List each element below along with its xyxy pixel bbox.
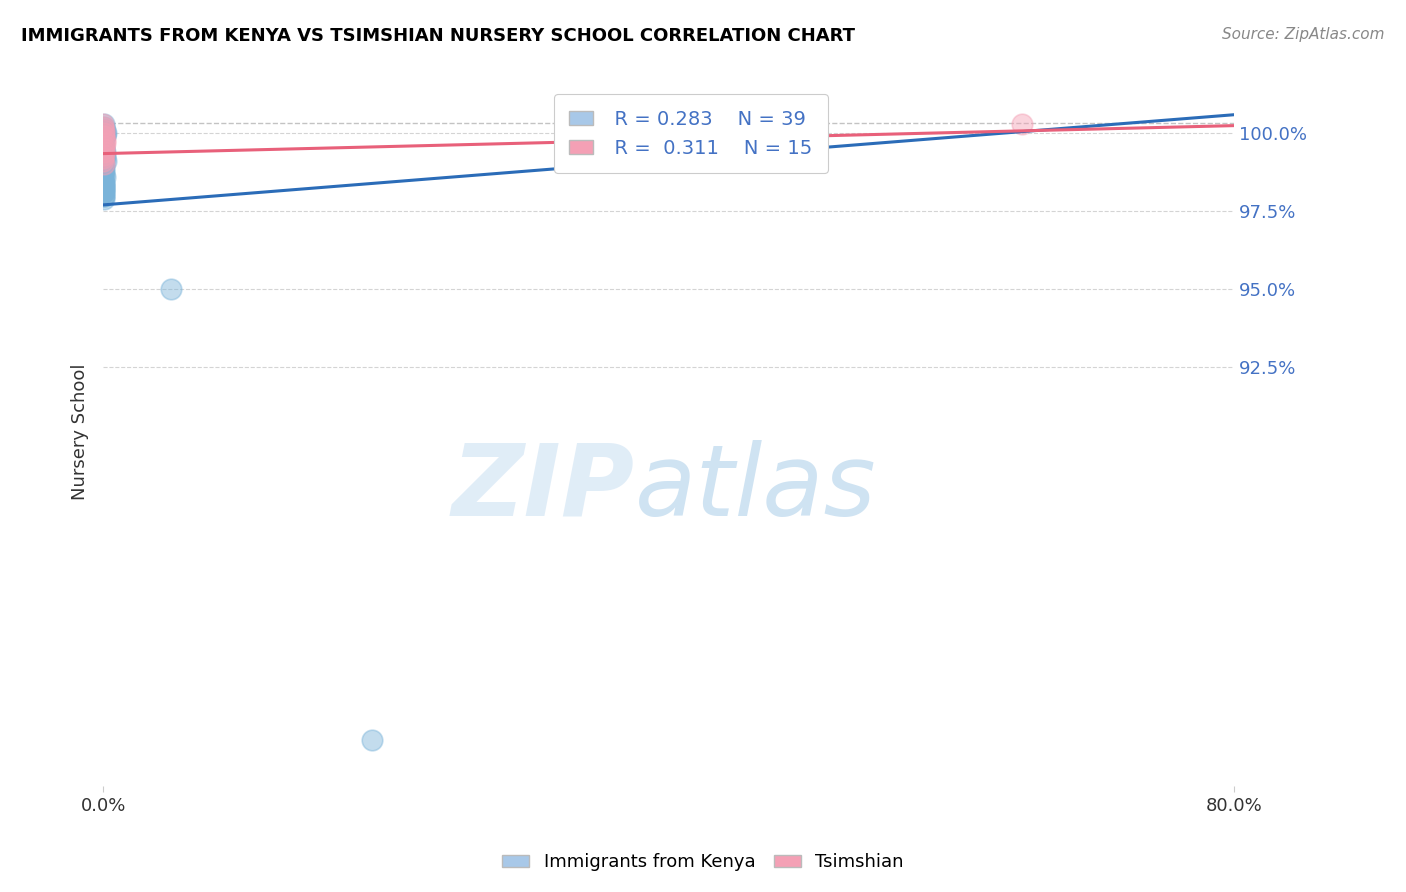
Point [93,182,115,196]
Point [93,186,115,200]
Point [91,117,114,131]
Point [360,732,382,747]
Point [93,169,115,184]
Point [93,133,115,147]
Point [93,182,115,196]
Point [94,136,117,150]
Legend:   R = 0.283    N = 39,   R =  0.311    N = 15: R = 0.283 N = 39, R = 0.311 N = 15 [554,95,828,173]
Point [93,186,115,200]
Point [93,154,115,169]
Text: IMMIGRANTS FROM KENYA VS TSIMSHIAN NURSERY SCHOOL CORRELATION CHART: IMMIGRANTS FROM KENYA VS TSIMSHIAN NURSE… [21,27,855,45]
Point [91,151,114,165]
Legend: Immigrants from Kenya, Tsimshian: Immigrants from Kenya, Tsimshian [495,847,911,879]
Text: Source: ZipAtlas.com: Source: ZipAtlas.com [1222,27,1385,42]
Point [93,157,115,171]
Point [93,186,115,200]
Point [93,173,115,187]
Point [94,151,117,165]
Point [91,179,114,194]
Point [93,127,115,141]
Point [1011,117,1033,131]
Point [94,154,117,169]
Point [93,123,115,137]
Point [93,182,115,196]
Point [93,173,115,187]
Point [94,148,117,162]
Point [94,127,117,141]
Point [94,128,117,142]
Point [93,161,115,175]
Point [94,127,117,141]
Point [93,148,115,162]
Point [91,169,114,184]
Point [93,179,115,194]
Point [93,167,115,181]
Point [93,145,115,159]
Point [93,188,115,202]
Point [93,120,115,135]
Text: ZIP: ZIP [451,440,634,537]
Point [93,145,115,159]
Text: atlas: atlas [634,440,876,537]
Point [93,192,115,206]
Point [93,123,115,137]
Point [93,179,115,194]
Point [93,127,115,141]
Point [93,129,115,144]
Point [93,142,115,156]
Point [93,138,115,153]
Point [93,129,115,144]
Point [93,138,115,153]
Y-axis label: Nursery School: Nursery School [72,364,89,500]
Point [93,142,115,156]
Point [94,123,117,137]
Point [93,188,115,202]
Point [93,176,115,190]
Point [93,117,115,131]
Point [160,282,183,296]
Point [93,120,115,135]
Point [93,163,115,178]
Point [93,176,115,190]
Point [93,157,115,171]
